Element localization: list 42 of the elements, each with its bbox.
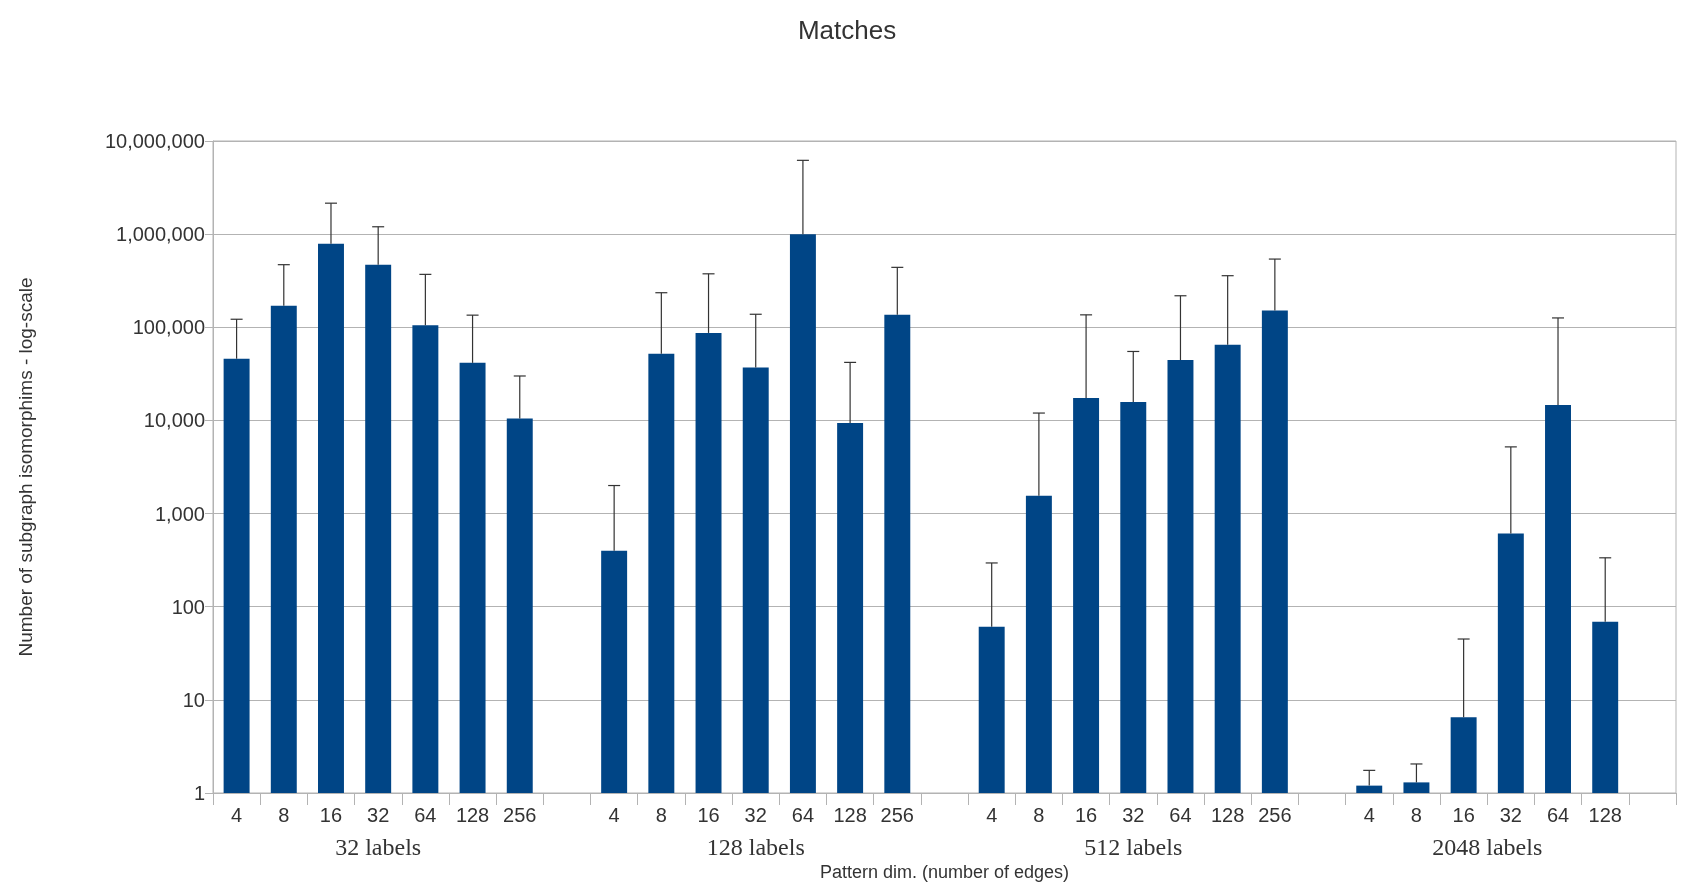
text: 32 labels: [335, 834, 422, 860]
chart-title: Matches: [797, 15, 897, 45]
x-tick-label: 64: [1546, 804, 1570, 826]
y-tick-label: 100,000: [132, 316, 205, 339]
x-tick-label: 256: [503, 804, 537, 826]
x-tick-label: 4: [986, 804, 998, 826]
x-tick-label: 128: [1210, 804, 1245, 826]
x-tick-label: 256: [1258, 804, 1292, 826]
x-tick-label: 64: [791, 804, 815, 826]
x-tick-label: 32: [1499, 804, 1522, 826]
y-tick-label: 10,000,000: [104, 130, 205, 152]
y-tick-label: 1,000: [154, 502, 205, 525]
x-tick-label: 16: [697, 804, 720, 826]
x-tick-label: 64: [414, 804, 437, 826]
x-tick-label: 128: [1588, 804, 1622, 826]
x-tick-label: 4: [1363, 804, 1375, 826]
y-tick-label: 100: [171, 595, 205, 618]
x-tick-label: 32: [744, 804, 767, 826]
x-tick-label: 32: [1122, 804, 1145, 826]
x-axis-title: Pattern dim. (number of edges): [819, 862, 1070, 882]
x-tick-label: 16: [1074, 804, 1098, 826]
x-tick-label: 8: [1033, 804, 1045, 826]
x-tick-label: 8: [278, 804, 290, 826]
x-tick-label: 8: [655, 804, 667, 826]
x-tick-label: 16: [319, 804, 343, 826]
x-tick-label: 4: [231, 804, 243, 826]
text: 512 labels: [1084, 834, 1183, 860]
y-tick-label: 1,000,000: [116, 223, 205, 246]
x-tick-label: 4: [608, 804, 620, 826]
y-axis-title: Number of subgraph isomorphims - log-scale: [15, 277, 36, 657]
x-tick-label: 64: [1169, 804, 1192, 826]
x-tick-label: 8: [1410, 804, 1422, 826]
x-tick-label: 128: [833, 804, 867, 826]
x-tick-label: 16: [1452, 804, 1475, 826]
text: 128 labels: [706, 834, 805, 860]
x-tick-label: 256: [880, 804, 914, 826]
x-tick-label: 128: [455, 804, 490, 826]
y-tick-label: 10: [182, 688, 205, 711]
x-tick-label: 32: [367, 804, 390, 826]
text: 2048 labels: [1432, 834, 1543, 860]
y-tick-label: 1: [193, 782, 205, 804]
y-tick-label: 10,000: [143, 409, 205, 432]
